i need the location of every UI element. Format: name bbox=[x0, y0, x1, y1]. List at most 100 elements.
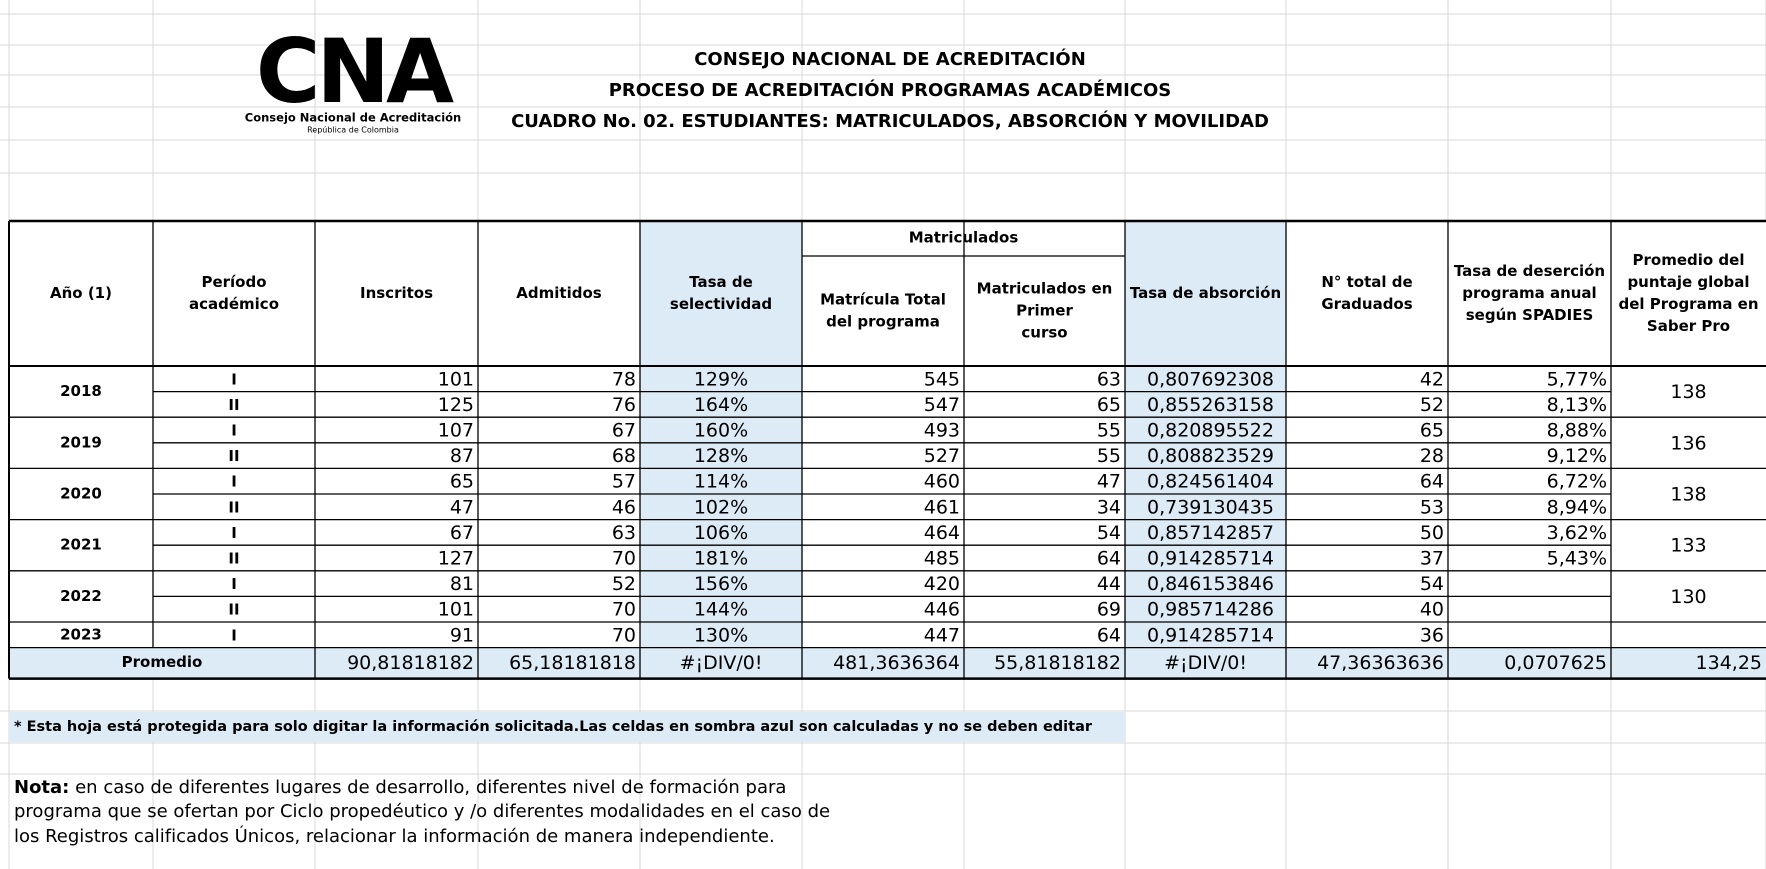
cell-value: 55 bbox=[1097, 420, 1121, 442]
cell-value: 55 bbox=[1097, 445, 1121, 467]
cell-value: 0,808823529 bbox=[1147, 445, 1274, 467]
saber-pro: 133 bbox=[1670, 535, 1706, 557]
cell-value: 70 bbox=[612, 599, 636, 621]
column-header: selectividad bbox=[670, 295, 772, 313]
cell-value: 0,820895522 bbox=[1147, 420, 1274, 442]
cell-value: 67 bbox=[450, 522, 474, 544]
cell-value: 52 bbox=[612, 573, 636, 595]
column-header: Saber Pro bbox=[1647, 317, 1730, 335]
saber-pro: 138 bbox=[1670, 381, 1706, 403]
cell-value: 67 bbox=[612, 420, 636, 442]
cell-value: 129% bbox=[694, 368, 748, 390]
cell-value: 36 bbox=[1420, 624, 1444, 646]
header-title: PROCESO DE ACREDITACIÓN PROGRAMAS ACADÉM… bbox=[609, 79, 1172, 101]
cell-value: 447 bbox=[924, 624, 960, 646]
column-header: N° total de bbox=[1321, 273, 1412, 291]
calc-shade bbox=[640, 221, 802, 648]
average-value: 65,18181818 bbox=[509, 652, 636, 674]
period: I bbox=[231, 370, 237, 388]
column-header: Tasa de deserción bbox=[1454, 262, 1605, 280]
cell-value: 54 bbox=[1097, 522, 1121, 544]
period: I bbox=[231, 626, 237, 644]
cell-value: 69 bbox=[1097, 599, 1121, 621]
cell-value: 44 bbox=[1097, 573, 1121, 595]
column-header: puntaje global bbox=[1627, 273, 1749, 291]
cell-value: 5,43% bbox=[1547, 548, 1607, 570]
cell-value: 65 bbox=[1420, 420, 1444, 442]
period: II bbox=[228, 601, 239, 619]
cell-value: 70 bbox=[612, 624, 636, 646]
cell-value: 40 bbox=[1420, 599, 1444, 621]
nota-label: Nota: bbox=[14, 777, 69, 798]
average-value: #¡DIV/0! bbox=[680, 652, 763, 674]
cell-value: 0,807692308 bbox=[1147, 368, 1274, 390]
cell-value: 78 bbox=[612, 368, 636, 390]
column-header: Matriculados en bbox=[977, 280, 1113, 298]
cell-value: 8,88% bbox=[1547, 420, 1607, 442]
column-header: Año (1) bbox=[50, 284, 112, 302]
protected-note: * Esta hoja está protegida para solo dig… bbox=[14, 719, 1093, 735]
cell-value: 64 bbox=[1097, 624, 1121, 646]
cell-value: 0,739130435 bbox=[1147, 496, 1274, 518]
calc-shade bbox=[1125, 221, 1286, 648]
column-header: Tasa de bbox=[689, 273, 753, 291]
period: II bbox=[228, 396, 239, 414]
cell-value: 9,12% bbox=[1547, 445, 1607, 467]
cell-value: 128% bbox=[694, 445, 748, 467]
cell-value: 130% bbox=[694, 624, 748, 646]
cell-value: 57 bbox=[612, 471, 636, 493]
header-title: CONSEJO NACIONAL DE ACREDITACIÓN bbox=[694, 48, 1086, 70]
cell-value: 3,62% bbox=[1547, 522, 1607, 544]
cell-value: 68 bbox=[612, 445, 636, 467]
cell-value: 53 bbox=[1420, 496, 1444, 518]
column-header: del Programa en bbox=[1618, 295, 1758, 313]
cell-value: 6,72% bbox=[1547, 471, 1607, 493]
cell-value: 125 bbox=[438, 394, 474, 416]
cell-value: 181% bbox=[694, 548, 748, 570]
cell-value: 34 bbox=[1097, 496, 1121, 518]
cell-value: 156% bbox=[694, 573, 748, 595]
cell-value: 65 bbox=[1097, 394, 1121, 416]
cell-value: 446 bbox=[924, 599, 960, 621]
cell-value: 0,846153846 bbox=[1147, 573, 1274, 595]
note-shade bbox=[9, 712, 1125, 742]
cell-value: 47 bbox=[450, 496, 474, 518]
header-title: CUADRO No. 02. ESTUDIANTES: MATRICULADOS… bbox=[511, 110, 1269, 132]
cell-value: 63 bbox=[612, 522, 636, 544]
average-label: Promedio bbox=[122, 653, 203, 671]
cell-value: 42 bbox=[1420, 368, 1444, 390]
period: I bbox=[231, 473, 237, 491]
cell-value: 52 bbox=[1420, 394, 1444, 416]
cell-value: 64 bbox=[1097, 548, 1121, 570]
logo-mark: CNA bbox=[256, 20, 454, 123]
column-header: Primer bbox=[1016, 302, 1073, 320]
cell-value: 91 bbox=[450, 624, 474, 646]
average-value: 134,25 bbox=[1696, 652, 1762, 674]
year: 2020 bbox=[60, 485, 102, 503]
cell-value: 0,914285714 bbox=[1147, 624, 1274, 646]
cell-value: 160% bbox=[694, 420, 748, 442]
average-value: #¡DIV/0! bbox=[1164, 652, 1247, 674]
saber-pro: 136 bbox=[1670, 432, 1706, 454]
period: II bbox=[228, 498, 239, 516]
cell-value: 102% bbox=[694, 496, 748, 518]
average-value: 47,36363636 bbox=[1317, 652, 1444, 674]
column-header: Inscritos bbox=[360, 284, 433, 302]
nota: Nota: en caso de diferentes lugares de d… bbox=[14, 777, 786, 798]
cell-value: 464 bbox=[924, 522, 960, 544]
cell-value: 547 bbox=[924, 394, 960, 416]
nota-line: en caso de diferentes lugares de desarro… bbox=[69, 777, 786, 798]
cell-value: 527 bbox=[924, 445, 960, 467]
cell-value: 106% bbox=[694, 522, 748, 544]
year: 2023 bbox=[60, 625, 102, 643]
cell-value: 545 bbox=[924, 368, 960, 390]
cell-value: 460 bbox=[924, 471, 960, 493]
logo-country: República de Colombia bbox=[307, 126, 399, 135]
average-value: 55,81818182 bbox=[994, 652, 1121, 674]
column-header: Período bbox=[201, 273, 266, 291]
column-header: programa anual bbox=[1462, 284, 1596, 302]
cell-value: 5,77% bbox=[1547, 368, 1607, 390]
year: 2018 bbox=[60, 382, 102, 400]
